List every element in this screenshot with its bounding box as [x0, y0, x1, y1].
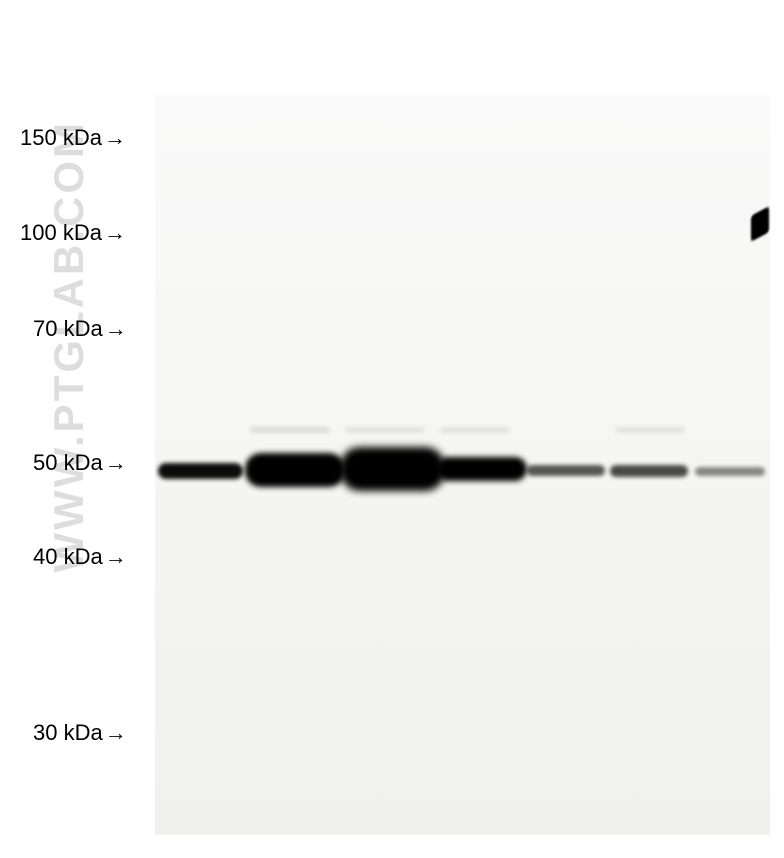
marker-100-text: 100 kDa — [20, 220, 102, 246]
arrow-icon: → — [104, 125, 126, 151]
marker-40: 40 kDa→ — [33, 544, 127, 570]
band-mcf7 — [340, 447, 445, 491]
faint-band-2 — [345, 427, 425, 433]
marker-40-text: 40 kDa — [33, 544, 103, 570]
marker-30: 30 kDa→ — [33, 720, 127, 746]
faint-band-3 — [440, 427, 510, 433]
arrow-icon: → — [105, 450, 127, 476]
arrow-icon: → — [105, 720, 127, 746]
band-hela — [158, 463, 243, 479]
marker-150: 150 kDa→ — [20, 125, 126, 151]
arrow-icon: → — [104, 220, 126, 246]
band-4t1 — [695, 467, 765, 476]
blot-membrane — [155, 95, 770, 835]
band-jurkat — [437, 457, 527, 481]
band-nih3t3 — [610, 465, 688, 477]
marker-labels-container: 150 kDa→ 100 kDa→ 70 kDa→ 50 kDa→ 40 kDa… — [0, 0, 155, 858]
marker-30-text: 30 kDa — [33, 720, 103, 746]
marker-70-text: 70 kDa — [33, 316, 103, 342]
arrow-icon: → — [105, 316, 127, 342]
band-hsct6 — [527, 465, 605, 476]
faint-band-4 — [615, 427, 685, 433]
marker-50: 50 kDa→ — [33, 450, 127, 476]
marker-50-text: 50 kDa — [33, 450, 103, 476]
marker-70: 70 kDa→ — [33, 316, 127, 342]
marker-100: 100 kDa→ — [20, 220, 126, 246]
band-hek293 — [245, 453, 345, 487]
blot-container: WWW.PTGLAB.COM HeLa HEK-293 MCF-7 Jurkat… — [0, 0, 784, 858]
marker-150-text: 150 kDa — [20, 125, 102, 151]
faint-band-1 — [250, 427, 330, 433]
arrow-icon: → — [105, 544, 127, 570]
blot-artifact — [751, 206, 769, 242]
